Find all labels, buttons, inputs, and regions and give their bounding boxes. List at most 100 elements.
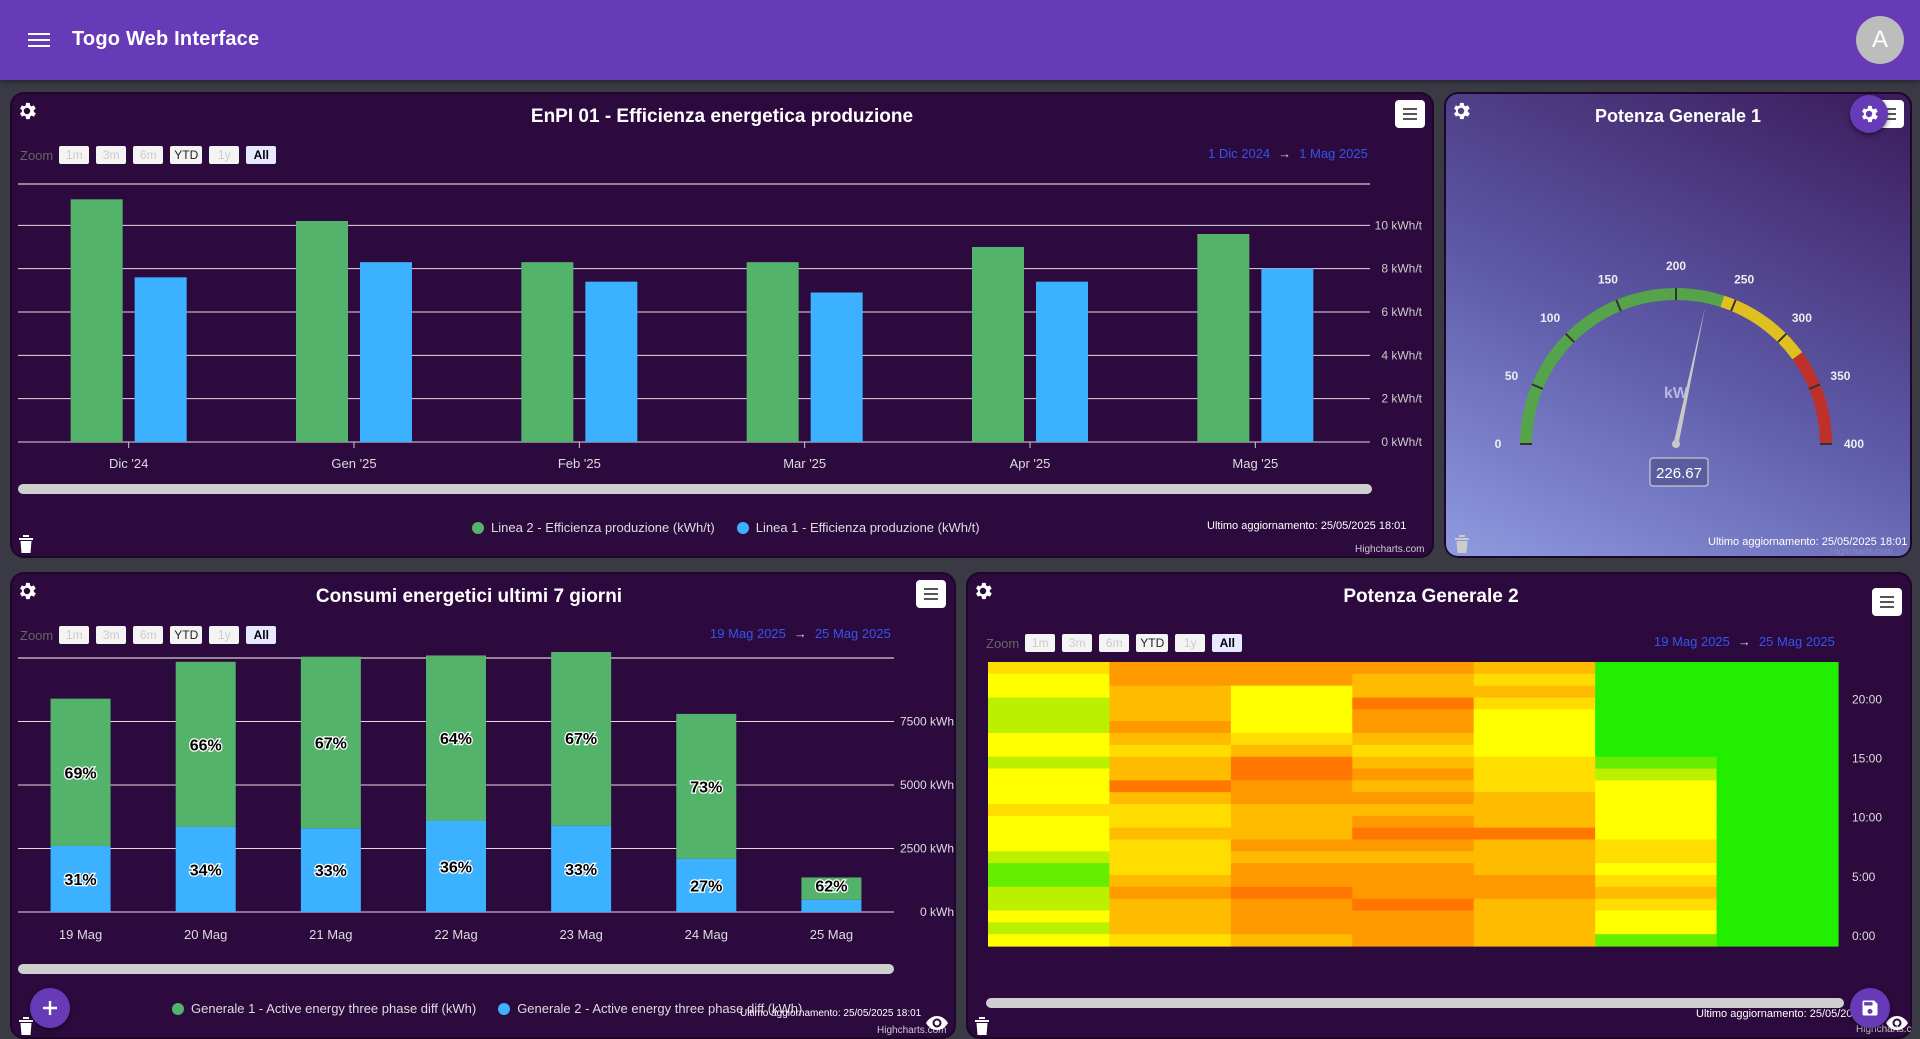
heatmap-cell (1352, 863, 1475, 876)
heatmap-cell (1109, 756, 1232, 770)
eye-visibility-icon[interactable] (1886, 1016, 1908, 1030)
heatmap-cell (1109, 733, 1232, 746)
heatmap-cell (1109, 910, 1232, 923)
zoom-1y-button[interactable]: 1y (209, 146, 240, 164)
delete-trash-icon[interactable] (18, 534, 34, 554)
heatmap-cell (1716, 839, 1839, 852)
range-from[interactable]: 19 Mag 2025 (1654, 634, 1730, 649)
delete-trash-icon[interactable] (974, 1016, 990, 1036)
navigator-scrollbar[interactable] (986, 998, 1844, 1008)
heatmap-cell (1595, 910, 1718, 923)
y-axis-tick-label: 0 kWh (920, 905, 954, 919)
y-axis-tick-label: 2 kWh/t (1381, 392, 1422, 406)
y-axis-tick-label: 5000 kWh (900, 778, 954, 792)
heatmap-cell (1595, 768, 1718, 781)
heatmap-cell (1473, 709, 1596, 722)
panel-settings-fab[interactable] (1850, 95, 1888, 133)
legend-item-generale-2[interactable]: Generale 2 - Active energy three phase d… (498, 1001, 802, 1016)
heatmap-cell (1109, 922, 1232, 935)
range-from[interactable]: 1 Dic 2024 (1208, 146, 1271, 161)
heatmap-cell (1109, 685, 1232, 699)
zoom-3m-button[interactable]: 3m (1062, 634, 1093, 652)
hamburger-menu-icon[interactable] (28, 30, 50, 48)
panel-enpi-efficiency: EnPI 01 - Efficienza energetica produzio… (10, 92, 1434, 558)
heatmap-cell (1352, 733, 1475, 746)
heatmap-cell (1595, 697, 1718, 710)
zoom-1m-button[interactable]: 1m (1025, 634, 1056, 652)
x-axis-tick-label: 19 Mag (1027, 960, 1070, 962)
save-layout-fab[interactable] (1850, 988, 1890, 1028)
heatmap-cell (1473, 697, 1596, 710)
date-range: 1 Dic 2024 → 1 Mag 2025 (1208, 146, 1368, 161)
heatmap-cell (1352, 898, 1475, 912)
range-to[interactable]: 1 Mag 2025 (1299, 146, 1368, 161)
legend-item-generale-1[interactable]: Generale 1 - Active energy three phase d… (172, 1001, 476, 1016)
add-widget-fab[interactable] (30, 988, 70, 1028)
y-axis-tick-label: 10 kWh/t (1375, 218, 1423, 232)
zoom-ytd-button[interactable]: YTD (1136, 634, 1169, 652)
bar-generale-2 (300, 828, 361, 912)
gauge-band (1792, 352, 1832, 445)
range-to[interactable]: 25 Mag 2025 (814, 626, 891, 641)
gauge-tick (1531, 383, 1544, 390)
settings-gear-icon[interactable] (1450, 100, 1472, 122)
heatmap-cell (1352, 685, 1475, 699)
x-axis-tick-label: 23 Mag (1513, 960, 1556, 962)
eye-visibility-icon[interactable] (926, 1016, 948, 1030)
user-avatar[interactable]: A (1856, 16, 1904, 64)
heatmap-cell (1473, 922, 1596, 935)
navigator-scrollbar[interactable] (18, 484, 1372, 494)
zoom-6m-button[interactable]: 6m (133, 146, 164, 164)
highcharts-credits[interactable]: Highcharts.com (1830, 546, 1893, 556)
zoom-3m-button[interactable]: 3m (96, 626, 127, 644)
highcharts-credits[interactable]: Highcharts.com (1355, 544, 1425, 555)
zoom-ytd-button[interactable]: YTD (170, 626, 203, 644)
zoom-all-button[interactable]: All (246, 626, 277, 644)
settings-gear-icon[interactable] (16, 100, 38, 122)
zoom-6m-button[interactable]: 6m (1099, 634, 1130, 652)
zoom-all-button[interactable]: All (246, 146, 277, 164)
heatmap-cell (1230, 863, 1353, 876)
zoom-label: Zoom (986, 635, 1020, 651)
heatmap-cell (988, 827, 1111, 841)
heatmap-cell (1595, 733, 1718, 746)
zoom-3m-button[interactable]: 3m (96, 146, 127, 164)
range-to[interactable]: 25 Mag 2025 (1758, 634, 1835, 649)
heatmap-cell (988, 898, 1111, 912)
settings-gear-icon[interactable] (972, 580, 994, 602)
heatmap-cell (988, 934, 1111, 947)
bar-generale-2 (175, 826, 236, 912)
zoom-label: Zoom (20, 627, 54, 643)
zoom-1y-button[interactable]: 1y (209, 626, 240, 644)
legend-item-linea-1[interactable]: Linea 1 - Efficienza produzione (kWh/t) (736, 520, 980, 535)
range-from[interactable]: 19 Mag 2025 (710, 626, 786, 641)
settings-gear-icon[interactable] (16, 580, 38, 602)
chart-context-menu-button[interactable] (1872, 588, 1902, 616)
x-axis-tick-label: 20 Mag (1148, 960, 1191, 962)
bar-linea-2 (746, 262, 799, 442)
zoom-1m-button[interactable]: 1m (59, 146, 90, 164)
heatmap-cell (1230, 827, 1353, 841)
heatmap-cell (1473, 756, 1596, 770)
zoom-ytd-button[interactable]: YTD (170, 146, 203, 164)
chart-context-menu-button[interactable] (916, 580, 946, 608)
zoom-all-button[interactable]: All (1212, 634, 1243, 652)
zoom-6m-button[interactable]: 6m (133, 626, 164, 644)
heatmap-cell (1716, 780, 1839, 793)
delete-trash-icon[interactable] (18, 1016, 34, 1036)
heatmap-cell (1230, 709, 1353, 722)
chart-context-menu-button[interactable] (1395, 100, 1425, 128)
heatmap-cell (1352, 721, 1475, 734)
app-title: Togo Web Interface (72, 28, 260, 50)
highcharts-credits[interactable]: Highcharts.com (877, 1025, 947, 1036)
navigator-scrollbar[interactable] (18, 964, 894, 974)
zoom-1m-button[interactable]: 1m (59, 626, 90, 644)
zoom-1y-button[interactable]: 1y (1175, 634, 1206, 652)
legend-item-linea-2[interactable]: Linea 2 - Efficienza produzione (kWh/t) (472, 520, 715, 535)
delete-trash-icon[interactable] (1454, 534, 1470, 554)
x-axis-tick-label: 19 Mag (59, 927, 102, 942)
heatmap-cell (1109, 709, 1232, 722)
data-label: 34% (190, 862, 222, 879)
highcharts-credits[interactable]: Highcharts.com (1856, 1024, 1912, 1035)
data-label: 66% (190, 737, 222, 754)
